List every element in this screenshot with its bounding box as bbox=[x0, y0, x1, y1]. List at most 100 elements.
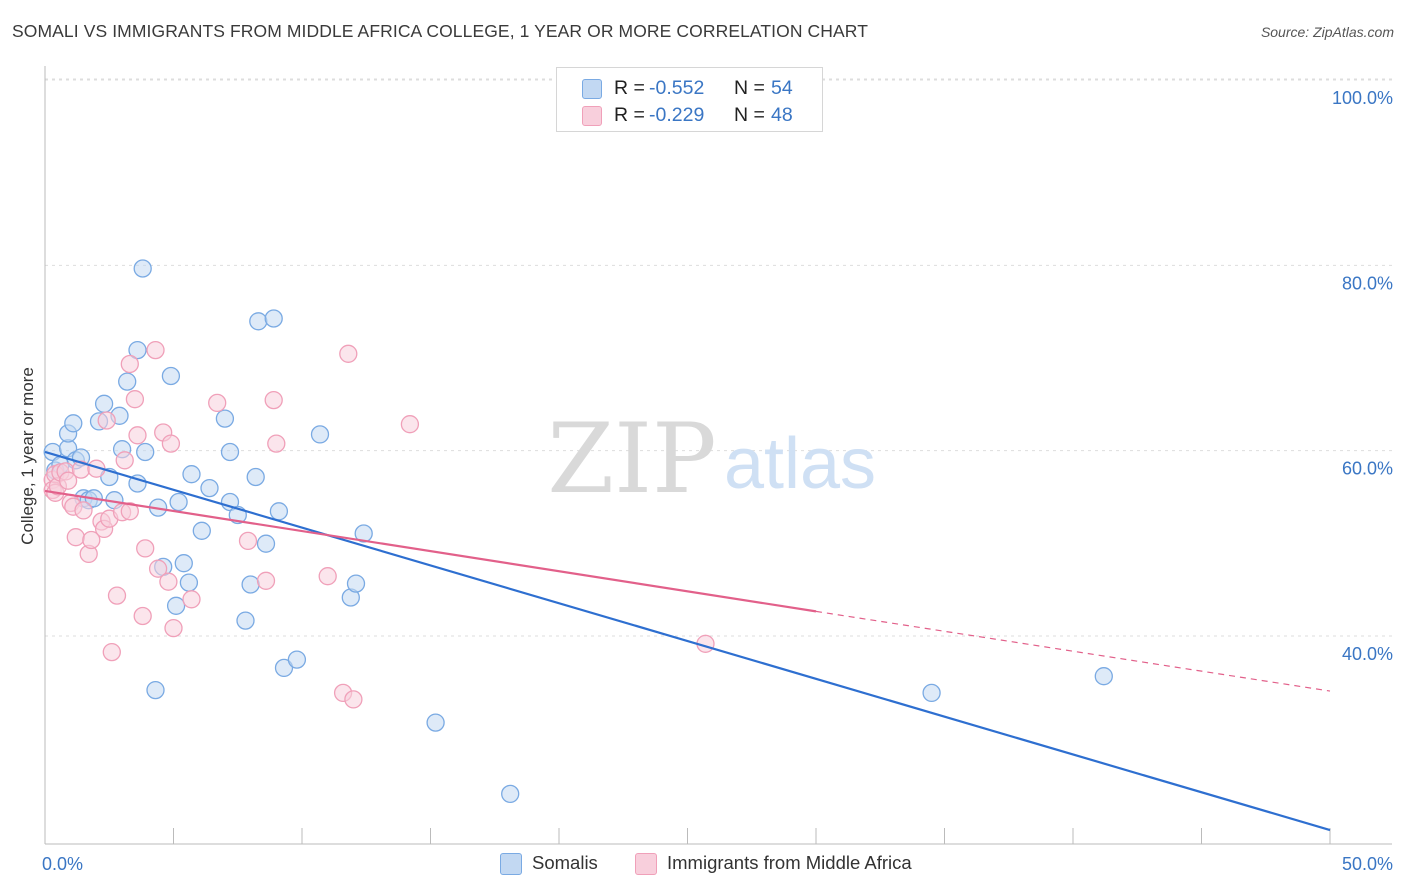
middle-africa-point bbox=[256, 571, 276, 590]
somalis-point bbox=[501, 784, 520, 804]
middle-africa-point bbox=[125, 390, 145, 409]
middle-africa-point bbox=[161, 434, 181, 453]
legend-n-value: 48 bbox=[771, 104, 793, 126]
middle-africa-point bbox=[339, 344, 358, 363]
y-tick-label: 80.0% bbox=[1342, 273, 1393, 293]
somalis-point bbox=[236, 611, 255, 630]
legend-n-label: N = bbox=[734, 104, 765, 126]
middle-africa-point bbox=[238, 531, 258, 551]
legend-r-label: R = bbox=[614, 77, 645, 99]
middle-africa-point bbox=[159, 572, 178, 591]
middle-africa-point bbox=[148, 559, 168, 578]
middle-africa-point bbox=[66, 528, 85, 547]
legend-n-label: N = bbox=[734, 77, 765, 99]
y-tick-label: 60.0% bbox=[1342, 459, 1393, 479]
somalis-point bbox=[249, 312, 268, 331]
somalis-point bbox=[166, 596, 186, 615]
watermark-zip: ZIP bbox=[547, 403, 716, 515]
somalis-point bbox=[118, 372, 137, 391]
somalis-point bbox=[241, 575, 260, 594]
somalis-point bbox=[179, 573, 199, 592]
somalis-point bbox=[287, 650, 307, 669]
middle-africa-point bbox=[267, 434, 286, 453]
middle-africa-point bbox=[97, 411, 116, 430]
somalis-point bbox=[174, 554, 193, 573]
somalis-point bbox=[264, 309, 283, 328]
somalis-point bbox=[128, 474, 147, 493]
somalis-point bbox=[146, 680, 165, 700]
legend-r-value: -0.229 bbox=[649, 104, 705, 126]
series-legend: Somalis Immigrants from Middle Africa bbox=[0, 852, 1406, 876]
middle-africa-point bbox=[344, 690, 363, 709]
middle-africa-points bbox=[43, 340, 715, 709]
y-tick-label: 100.0% bbox=[1332, 88, 1393, 108]
y-tick-label: 40.0% bbox=[1342, 644, 1393, 664]
somalis-point bbox=[310, 425, 330, 444]
somalis-point bbox=[161, 366, 181, 386]
somalis-point bbox=[1094, 667, 1113, 686]
somalis-point bbox=[182, 465, 201, 484]
middle-africa-point bbox=[136, 539, 155, 558]
somalis-point bbox=[274, 658, 294, 678]
chart-title: SOMALI VS IMMIGRANTS FROM MIDDLE AFRICA … bbox=[12, 21, 869, 41]
middle-africa-point bbox=[128, 426, 147, 445]
middle-africa-point bbox=[264, 390, 283, 410]
middle-africa-point bbox=[120, 502, 139, 521]
middle-africa-point bbox=[102, 642, 121, 662]
middle-africa-trend-extension bbox=[815, 610, 1331, 692]
middle-africa-point bbox=[115, 451, 134, 470]
x-tick-label-right: 50.0% bbox=[1342, 854, 1393, 874]
legend-swatch-somalis bbox=[582, 79, 602, 99]
middle-africa-point bbox=[208, 393, 227, 413]
somalis-point bbox=[346, 574, 366, 593]
somalis-point bbox=[354, 524, 373, 543]
somalis-point bbox=[256, 534, 276, 553]
watermark-atlas: atlas bbox=[724, 424, 876, 504]
somalis-point bbox=[136, 442, 155, 462]
somalis-point bbox=[200, 478, 219, 498]
somalis-points bbox=[43, 259, 1113, 804]
middle-africa-point bbox=[82, 530, 101, 550]
middle-africa-point bbox=[164, 618, 183, 638]
somalis-trend-line bbox=[44, 450, 1331, 832]
legend-r-label: R = bbox=[614, 104, 645, 126]
somalis-point bbox=[133, 259, 152, 278]
watermark: ZIP atlas bbox=[547, 403, 876, 515]
somalis-point bbox=[426, 713, 445, 732]
somalis-point bbox=[215, 409, 235, 428]
somalis-point bbox=[128, 340, 147, 360]
legend-n-value: 54 bbox=[771, 77, 793, 99]
middle-africa-point bbox=[58, 471, 78, 490]
middle-africa-point bbox=[400, 415, 420, 434]
middle-africa-point bbox=[120, 354, 139, 374]
somalis-point bbox=[269, 502, 289, 521]
middle-africa-point bbox=[318, 567, 337, 586]
stats-legend: R = -0.552 N = 54 R = -0.229 N = 48 bbox=[556, 67, 823, 132]
series-swatch-middle-africa bbox=[635, 853, 657, 875]
axes bbox=[44, 66, 1392, 845]
gridlines bbox=[45, 78, 1392, 637]
somalis-point bbox=[192, 521, 211, 540]
legend-r-value: -0.552 bbox=[649, 77, 705, 99]
tick-labels: 100.0% 80.0% 60.0% 40.0% 0.0% 50.0% bbox=[42, 88, 1393, 874]
series-label-middle-africa: Immigrants from Middle Africa bbox=[667, 852, 912, 873]
somalis-point bbox=[169, 492, 188, 512]
x-tick-label-left: 0.0% bbox=[42, 854, 83, 874]
middle-africa-point bbox=[74, 501, 93, 520]
somalis-point bbox=[94, 394, 114, 413]
source-label: Source: ZipAtlas.com bbox=[1260, 24, 1394, 40]
series-swatch-somalis bbox=[500, 853, 522, 875]
middle-africa-point bbox=[146, 340, 165, 360]
middle-africa-point bbox=[182, 590, 201, 609]
somalis-point bbox=[246, 467, 265, 487]
middle-africa-point bbox=[107, 586, 127, 605]
series-label-somalis: Somalis bbox=[532, 852, 598, 873]
trend-lines bbox=[44, 450, 1331, 832]
middle-africa-point bbox=[133, 606, 152, 626]
middle-africa-trend-line bbox=[44, 489, 817, 613]
somalis-point bbox=[220, 442, 240, 462]
somalis-point bbox=[922, 683, 941, 703]
legend-swatch-middle-africa bbox=[582, 106, 602, 126]
somalis-point bbox=[64, 414, 83, 433]
